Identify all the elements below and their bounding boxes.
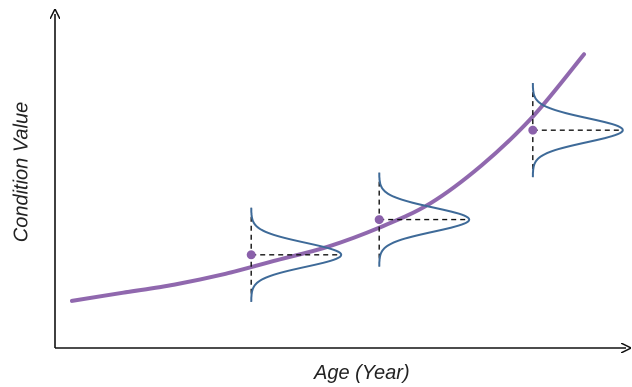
distribution-bell [250,207,343,302]
distribution-layer [246,83,624,302]
x-axis-label: Age (Year) [314,362,410,384]
distribution-point [528,125,538,135]
condition-curve [70,52,586,303]
distribution-point [246,250,256,260]
distribution-1 [246,207,343,302]
distribution-2 [374,172,471,267]
distribution-point [374,215,384,225]
distribution-bell [378,172,471,267]
y-axis-label: Condition Value [10,101,33,243]
distribution-bell [531,83,624,178]
axes [55,14,626,348]
distribution-3 [528,83,624,178]
curve-layer [70,52,586,303]
